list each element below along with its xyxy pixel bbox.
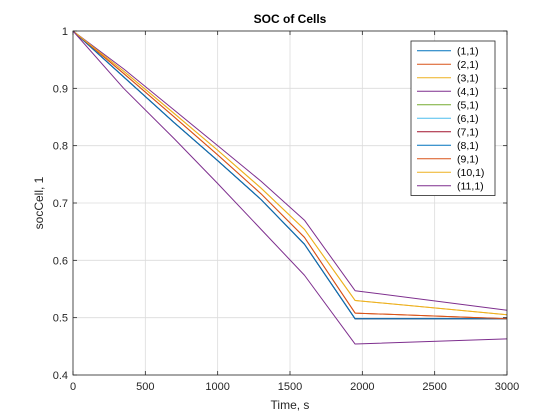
series-line-11 (72, 30, 508, 345)
y-tick-label: 0.6 (53, 255, 68, 267)
legend-label: (9,1) (457, 154, 479, 166)
legend: (1,1)(2,1) (3,1)(4,1) (5,1)(6,1) (7,1)(8,1)… (410, 40, 496, 196)
legend-label: (3,1) (457, 73, 479, 85)
legend-label: (8,1) (457, 140, 479, 152)
x-tick-label: 2000 (350, 381, 374, 393)
series-lines (72, 30, 508, 345)
legend-label: (1,1) (457, 46, 479, 58)
axis-ticks: 0 500 1000 1500 2000 2500 3000 0.4 0.5 0.6 0.7 0.8 0… (53, 26, 520, 393)
x-tick-label: 500 (136, 381, 154, 393)
legend-label: (10,1) (457, 167, 484, 179)
y-tick-label: 1 (62, 26, 68, 38)
x-tick-label: 1000 (205, 381, 229, 393)
legend-label: (6,1) (457, 113, 479, 125)
x-tick-label: 2500 (422, 381, 446, 393)
series-line-10 (72, 30, 508, 316)
y-tick-label: 0.5 (53, 313, 68, 325)
y-tick-label: 0.4 (53, 370, 68, 382)
x-tick-label: 1500 (278, 381, 302, 393)
y-tick-label: 0.9 (53, 83, 68, 95)
legend-label: (4,1) (457, 86, 479, 98)
x-axis-label: Time, s (271, 398, 310, 412)
y-tick-label: 0.7 (53, 198, 68, 210)
legend-label: (11,1) (457, 181, 484, 193)
chart-title: SOC of Cells (254, 12, 327, 26)
x-tick-label: 3000 (495, 381, 519, 393)
legend-label: (5,1) (457, 100, 479, 112)
series-line-8 (72, 30, 507, 320)
series-line-4 (72, 30, 508, 311)
series-line-9 (72, 30, 508, 320)
y-axis-label: socCell, 1 (32, 176, 46, 229)
legend-label: (7,1) (457, 127, 479, 139)
y-tick-label: 0.8 (53, 141, 68, 153)
x-tick-label: 0 (70, 381, 76, 393)
legend-label: (2,1) (457, 59, 479, 71)
